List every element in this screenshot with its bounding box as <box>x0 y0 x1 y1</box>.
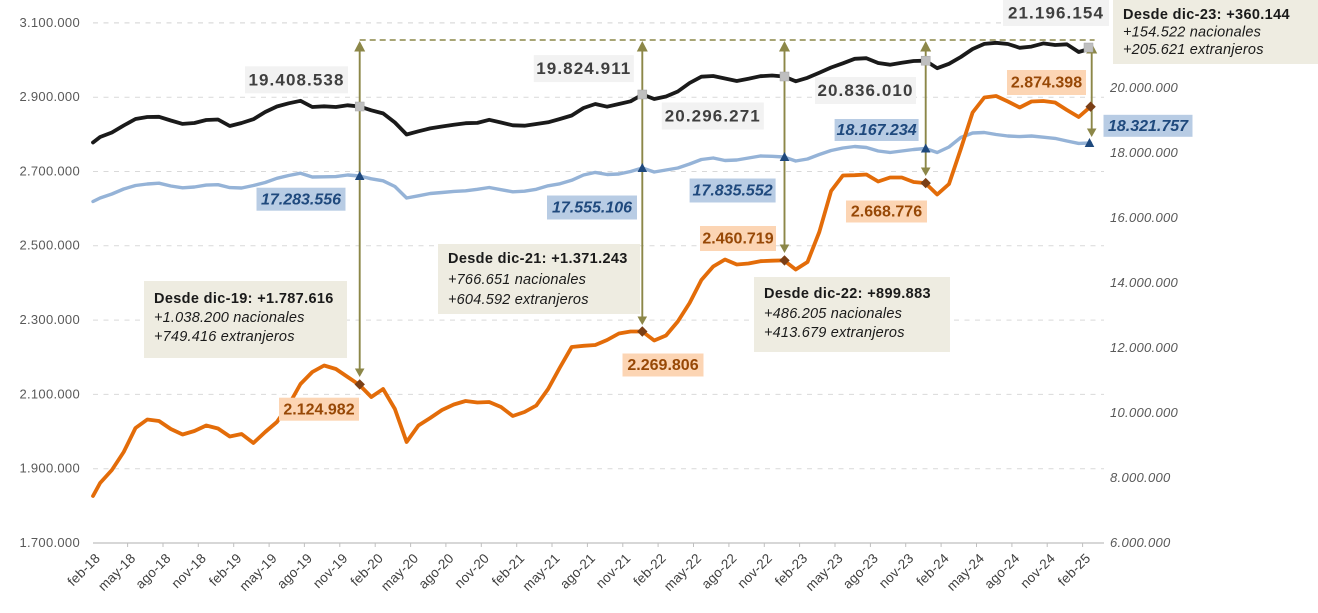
svg-text:19.824.911: 19.824.911 <box>536 59 631 78</box>
svg-text:20.836.010: 20.836.010 <box>817 81 913 100</box>
svg-text:14.000.000: 14.000.000 <box>1110 275 1179 290</box>
svg-text:Desde dic-23: +360.144: Desde dic-23: +360.144 <box>1123 7 1290 23</box>
svg-text:18.167.234: 18.167.234 <box>837 122 917 139</box>
svg-text:+205.621 extranjeros: +205.621 extranjeros <box>1123 42 1264 58</box>
svg-text:2.500.000: 2.500.000 <box>19 238 80 253</box>
svg-text:17.283.556: 17.283.556 <box>261 191 341 208</box>
svg-text:2.668.776: 2.668.776 <box>851 204 922 221</box>
svg-text:2.300.000: 2.300.000 <box>19 312 80 327</box>
svg-text:17.555.106: 17.555.106 <box>552 200 632 217</box>
svg-text:2.460.719: 2.460.719 <box>702 231 773 248</box>
svg-text:2.100.000: 2.100.000 <box>19 386 80 401</box>
svg-text:20.296.271: 20.296.271 <box>665 106 761 125</box>
svg-text:16.000.000: 16.000.000 <box>1110 210 1179 225</box>
svg-text:3.100.000: 3.100.000 <box>19 15 80 30</box>
svg-text:+154.522 nacionales: +154.522 nacionales <box>1123 24 1261 40</box>
svg-text:19.408.538: 19.408.538 <box>248 70 344 89</box>
svg-text:10.000.000: 10.000.000 <box>1110 405 1179 420</box>
svg-text:17.835.552: 17.835.552 <box>693 183 773 200</box>
svg-text:8.000.000: 8.000.000 <box>1110 470 1171 485</box>
svg-text:2.700.000: 2.700.000 <box>19 163 80 178</box>
svg-text:1.900.000: 1.900.000 <box>19 461 80 476</box>
svg-text:Desde dic-21: +1.371.243: Desde dic-21: +1.371.243 <box>448 251 628 267</box>
svg-text:21.196.154: 21.196.154 <box>1008 3 1104 22</box>
svg-text:6.000.000: 6.000.000 <box>1110 535 1171 550</box>
svg-text:+1.038.200 nacionales: +1.038.200 nacionales <box>154 310 305 326</box>
svg-text:Desde dic-22: +899.883: Desde dic-22: +899.883 <box>764 286 931 302</box>
svg-text:+413.679 extranjeros: +413.679 extranjeros <box>764 325 905 341</box>
svg-text:+604.592 extranjeros: +604.592 extranjeros <box>448 292 589 308</box>
svg-text:+486.205 nacionales: +486.205 nacionales <box>764 306 902 322</box>
svg-text:18.321.757: 18.321.757 <box>1108 118 1189 135</box>
svg-text:1.700.000: 1.700.000 <box>19 535 80 550</box>
svg-text:20.000.000: 20.000.000 <box>1109 80 1179 95</box>
svg-text:12.000.000: 12.000.000 <box>1110 340 1179 355</box>
svg-text:+749.416 extranjeros: +749.416 extranjeros <box>154 329 295 345</box>
svg-text:2.124.982: 2.124.982 <box>283 401 354 418</box>
svg-text:Desde dic-19: +1.787.616: Desde dic-19: +1.787.616 <box>154 291 334 307</box>
svg-text:2.900.000: 2.900.000 <box>19 89 80 104</box>
svg-text:18.000.000: 18.000.000 <box>1110 145 1179 160</box>
svg-text:2.874.398: 2.874.398 <box>1011 75 1082 92</box>
svg-text:2.269.806: 2.269.806 <box>627 357 698 374</box>
svg-text:+766.651 nacionales: +766.651 nacionales <box>448 272 586 288</box>
